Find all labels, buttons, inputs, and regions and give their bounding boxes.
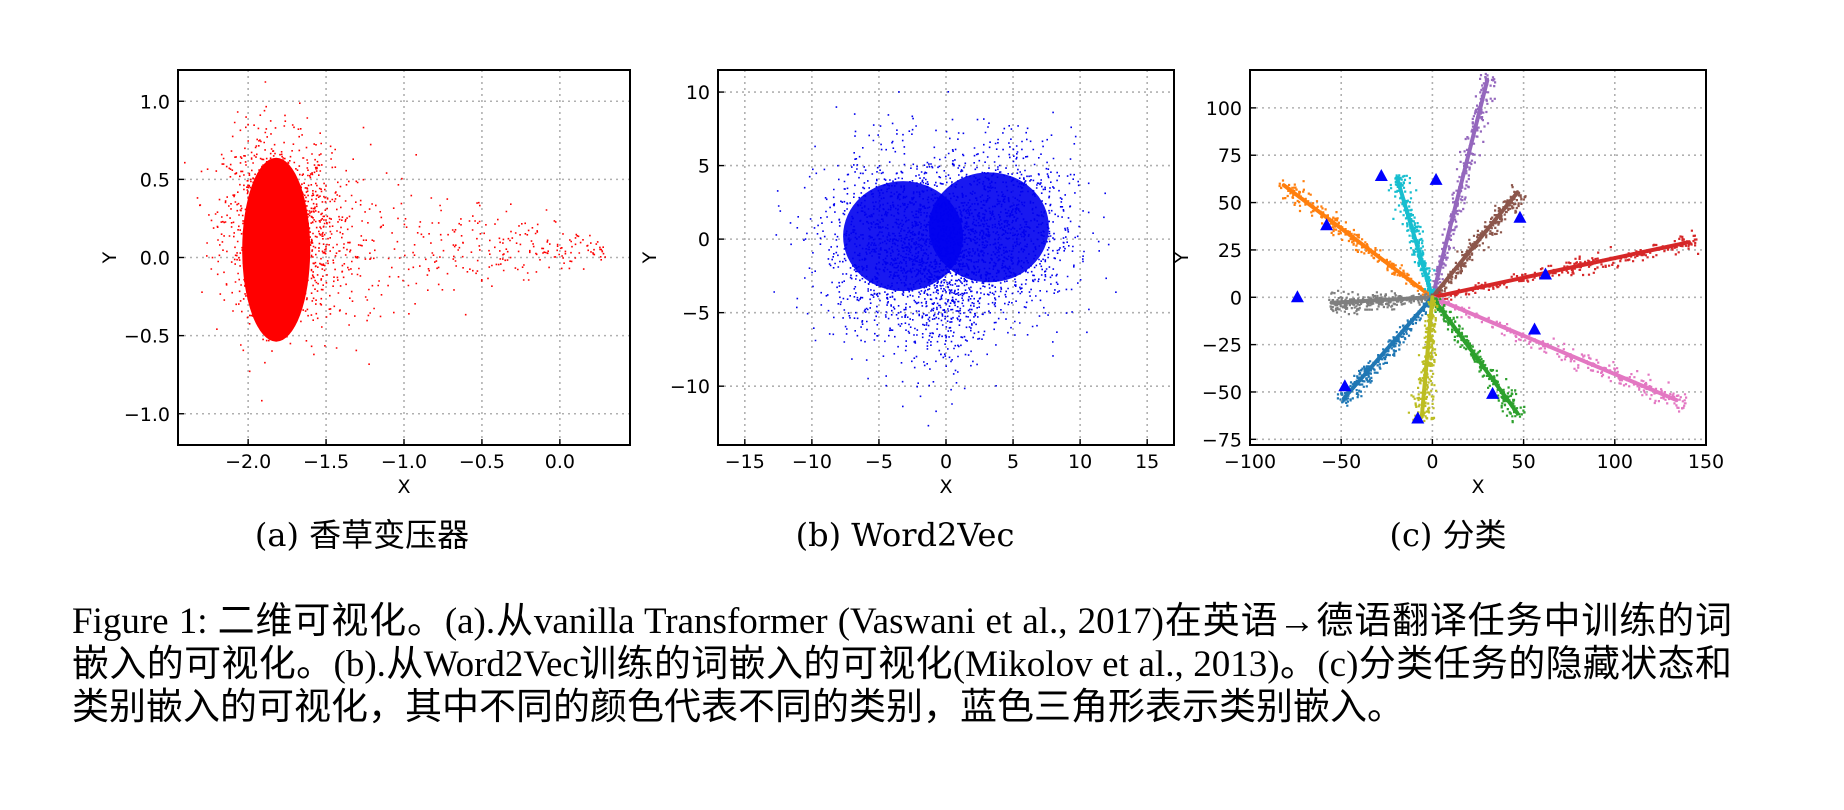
x-tick-label: −10 (792, 451, 832, 473)
x-tick-label: 15 (1135, 451, 1159, 473)
class-ray-4 (1433, 229, 1700, 303)
class-ray-core-3 (1430, 190, 1520, 300)
y-tick-label: −1.0 (124, 404, 170, 426)
y-tick-label: −25 (1202, 335, 1242, 357)
y-tick-label: 100 (1206, 98, 1242, 120)
x-tick-label: 0.0 (545, 451, 575, 473)
class-embedding-triangle (1411, 411, 1425, 424)
panel-a-word-embedding-scatter: −2.0 −1.5 −1.0 −0.5 0.0 1.0 0.5 0.0 −0.5 −1.0 X Y (99, 69, 631, 498)
y-tick-label: −50 (1202, 382, 1242, 404)
y-tick-label: −75 (1202, 429, 1242, 451)
x-axis-label: X (939, 476, 952, 498)
x-tick-label: 100 (1597, 451, 1633, 473)
x-tick-label: −50 (1321, 451, 1361, 473)
plot-frame (177, 69, 631, 446)
class-embedding-triangle (1320, 218, 1334, 231)
class-ray-core-5 (1329, 295, 1435, 305)
class-ray-5 (1328, 289, 1435, 316)
y-axis-label: Y (99, 251, 121, 264)
data-marks (773, 91, 1117, 427)
class-embedding-triangle (1538, 267, 1552, 280)
x-tick-label: −15 (725, 451, 765, 473)
subtitle-c: (c) 分类 (1389, 516, 1506, 554)
x-tick-label: 5 (1007, 451, 1019, 473)
scatter-points (178, 81, 606, 402)
x-tick-label: −5 (865, 451, 893, 473)
class-embedding-triangle (1528, 322, 1542, 335)
y-tick-label: −5 (682, 303, 710, 325)
x-axis-label: X (397, 476, 410, 498)
data-marks (178, 81, 606, 402)
dense-core-right (928, 172, 1049, 283)
class-embedding-triangle (1290, 290, 1304, 303)
class-ray-core-6 (1430, 295, 1679, 403)
y-tick-label: 10 (686, 82, 710, 104)
y-tick-label: 75 (1218, 145, 1242, 167)
x-tick-label: 10 (1068, 451, 1092, 473)
class-ray-core-4 (1430, 240, 1691, 300)
x-tick-label: −1.5 (303, 451, 349, 473)
x-tick-label: −2.0 (225, 451, 271, 473)
y-tick-label: −0.5 (124, 326, 170, 348)
plot-frame (717, 69, 1175, 446)
y-axis-label: Y (639, 251, 661, 264)
figure-caption: Figure 1: 二维可视化。(a).从vanilla Transformer… (72, 601, 1732, 728)
class-embedding-triangle (1374, 169, 1388, 182)
class-ray-core-7 (1430, 295, 1520, 416)
class-embedding-triangle (1486, 386, 1500, 399)
y-tick-label: 25 (1218, 240, 1242, 262)
panel-b-word2vec-scatter: −15 −10 −5 0 5 10 15 10 5 0 −5 −10 X Y (639, 69, 1175, 498)
y-tick-label: 0 (698, 229, 710, 251)
subtitle-a: (a) 香草变压器 (255, 516, 469, 554)
y-tick-label: 0 (1230, 287, 1242, 309)
x-tick-label: 150 (1688, 451, 1724, 473)
y-tick-label: −10 (670, 376, 710, 398)
x-tick-label: 50 (1512, 451, 1536, 473)
x-tick-label: −1.0 (381, 451, 427, 473)
y-axis-label: Y (1171, 251, 1193, 264)
y-tick-label: 1.0 (140, 91, 170, 113)
class-ray-core-0 (1430, 78, 1490, 300)
scatter-points (773, 91, 1117, 427)
data-marks (1278, 72, 1700, 424)
x-tick-label: −0.5 (459, 451, 505, 473)
x-tick-label: −100 (1224, 451, 1276, 473)
class-embedding-triangle (1513, 210, 1527, 223)
panel-c-classification-scatter: −100 −50 0 50 100 150 100 75 50 25 0 −25 −50 −75 X Y (1171, 69, 1724, 498)
class-ray-core-2 (1395, 175, 1435, 300)
plot-frame (1249, 69, 1707, 446)
x-axis-label: X (1471, 476, 1484, 498)
class-ray-core-8 (1341, 295, 1435, 401)
y-tick-label: 50 (1218, 193, 1242, 215)
class-embedding-triangle (1338, 379, 1352, 392)
x-tick-label: 0 (1426, 451, 1438, 473)
x-tick-label: 0 (940, 451, 952, 473)
class-ray-core-1 (1281, 183, 1435, 300)
y-tick-label: 5 (698, 156, 710, 178)
figure-panels: −2.0 −1.5 −1.0 −0.5 0.0 1.0 0.5 0.0 −0.5 −1.0 X Y −… (99, 69, 1724, 554)
y-tick-label: 0.0 (140, 248, 170, 270)
dense-core (242, 157, 311, 342)
y-tick-label: 0.5 (140, 169, 170, 191)
class-embedding-triangle (1429, 172, 1443, 185)
subtitle-b: (b) Word2Vec (796, 516, 1015, 554)
class-ray-core-9 (1419, 295, 1435, 419)
